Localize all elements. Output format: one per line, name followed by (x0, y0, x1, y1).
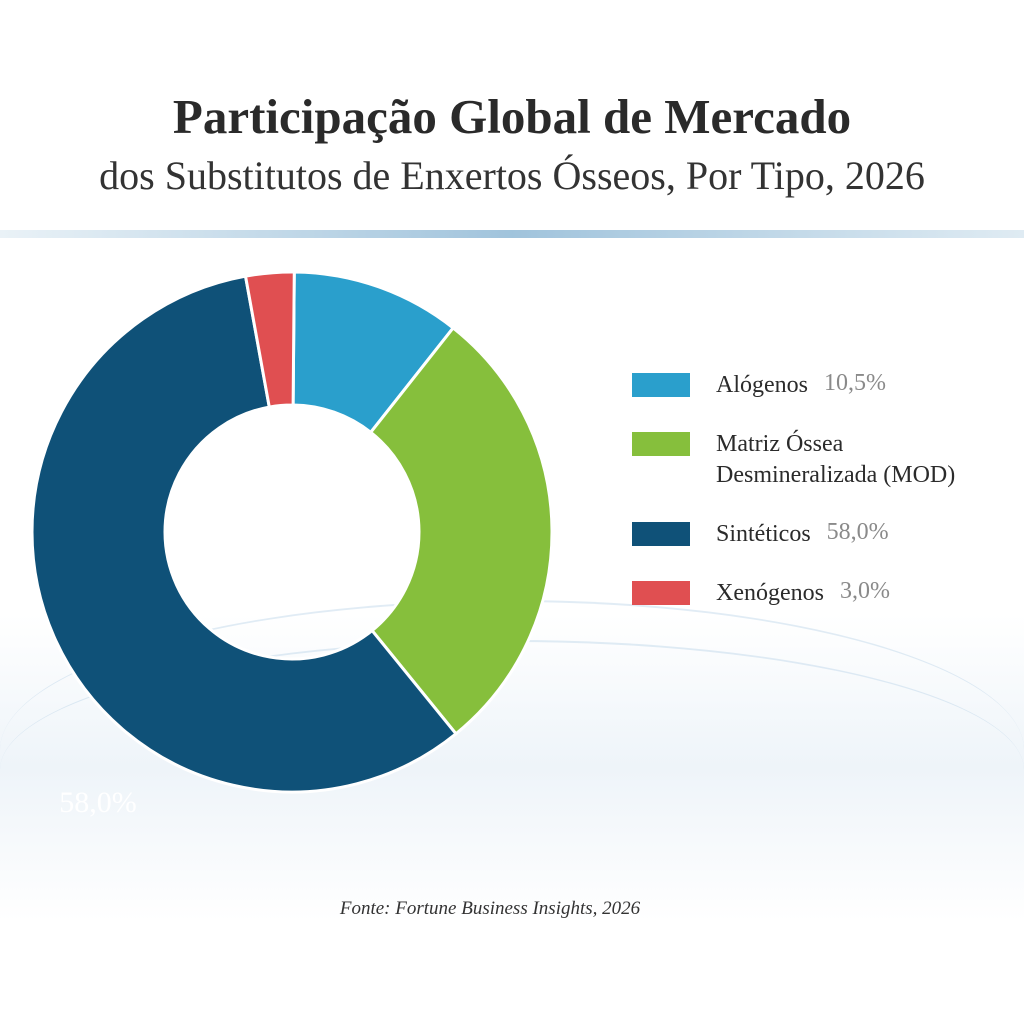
legend-swatch (632, 373, 690, 397)
legend-value: 3,0% (839, 578, 890, 604)
legend-item-xenogenos: Xenógenos 3,0% (632, 578, 1012, 609)
legend-value: 58,0% (826, 519, 889, 545)
legend-item-sinteticos: Sintéticos 58,0% (632, 519, 1012, 550)
data-label-sinteticos: 58,0% (59, 786, 137, 819)
legend-item-alogenos: Alógenos 10,5% (632, 370, 1012, 401)
slice-sinteticos (30, 274, 459, 794)
legend: Alógenos 10,5% Matriz Óssea Desmineraliz… (632, 370, 1012, 637)
source-note: Fonte: Fortune Business Insights, 2026 (339, 898, 641, 919)
legend-label: Sintéticos (716, 521, 811, 547)
legend-value: 10,5% (824, 370, 886, 396)
chart-subtitle: dos Substitutos de Enxertos Ósseos, Por … (99, 153, 925, 198)
legend-swatch (632, 522, 690, 546)
legend-label-line1: Matriz Óssea (716, 431, 844, 457)
slice-matriz (368, 325, 554, 736)
donut-chart: 58,0% (30, 270, 554, 819)
legend-label: Alógenos (716, 372, 808, 398)
legend-item-mod: Matriz Óssea Desmineralizada (MOD) (632, 429, 1012, 491)
chart-title: Participação Global de Mercado (172, 89, 852, 144)
title-divider (0, 230, 1024, 238)
legend-swatch (632, 581, 690, 605)
slice-xenogenos (243, 270, 296, 409)
legend-swatch (632, 432, 690, 456)
legend-label-line2: Desmineralizada (MOD) (716, 462, 956, 488)
legend-label: Xenógenos (716, 580, 824, 606)
